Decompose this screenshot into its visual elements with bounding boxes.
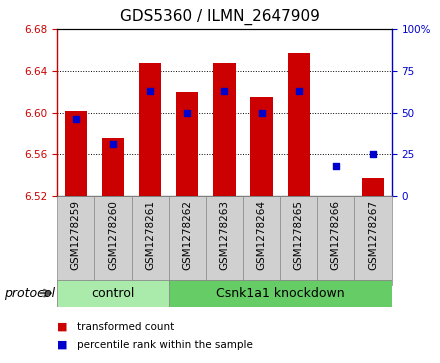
Bar <box>94 196 132 285</box>
Point <box>295 88 302 94</box>
Point <box>370 151 377 157</box>
Bar <box>355 196 392 285</box>
Point <box>72 116 79 122</box>
Bar <box>288 53 310 196</box>
Text: ■: ■ <box>57 340 68 350</box>
Point <box>332 163 339 169</box>
Point <box>110 141 117 147</box>
Point <box>258 110 265 115</box>
Bar <box>325 196 347 200</box>
Point <box>184 110 191 115</box>
Point <box>147 88 154 94</box>
Bar <box>169 280 392 307</box>
Text: transformed count: transformed count <box>77 322 174 332</box>
Text: Csnk1a1 knockdown: Csnk1a1 knockdown <box>216 287 345 299</box>
Bar <box>250 97 273 196</box>
Bar <box>243 196 280 285</box>
Text: GSM1278264: GSM1278264 <box>257 200 267 270</box>
Text: control: control <box>91 287 135 299</box>
Text: GSM1278262: GSM1278262 <box>182 200 192 270</box>
Bar <box>317 196 355 285</box>
Bar <box>57 196 94 285</box>
Text: GSM1278259: GSM1278259 <box>71 200 81 270</box>
Bar <box>132 196 169 285</box>
Text: ■: ■ <box>57 322 68 332</box>
Text: GSM1278267: GSM1278267 <box>368 200 378 270</box>
Text: protocol: protocol <box>4 287 55 299</box>
Text: GSM1278263: GSM1278263 <box>220 200 229 270</box>
Text: GSM1278260: GSM1278260 <box>108 200 118 270</box>
Bar <box>65 111 87 196</box>
Text: GSM1278266: GSM1278266 <box>331 200 341 270</box>
Point <box>221 88 228 94</box>
Text: GSM1278265: GSM1278265 <box>294 200 304 270</box>
Text: percentile rank within the sample: percentile rank within the sample <box>77 340 253 350</box>
Bar <box>176 91 198 196</box>
Bar <box>280 196 317 285</box>
Bar <box>213 64 235 196</box>
Bar <box>206 196 243 285</box>
Bar <box>57 280 169 307</box>
Text: GDS5360 / ILMN_2647909: GDS5360 / ILMN_2647909 <box>120 9 320 25</box>
Bar <box>102 138 124 196</box>
Text: GSM1278261: GSM1278261 <box>145 200 155 270</box>
Bar <box>362 178 384 196</box>
Bar <box>169 196 206 285</box>
Bar <box>139 64 161 196</box>
